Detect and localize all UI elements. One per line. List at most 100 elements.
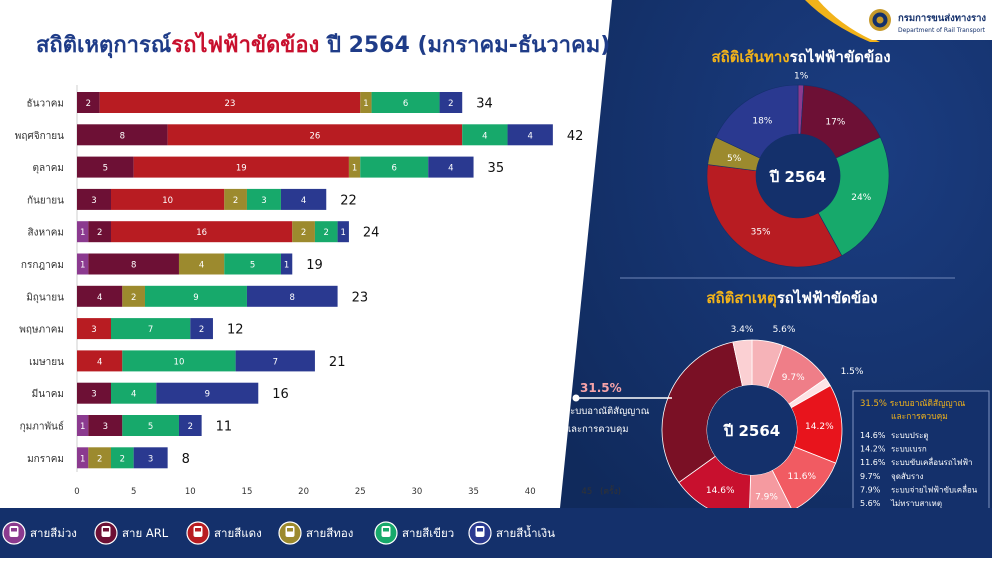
slice-label: 1%	[794, 72, 809, 82]
slice-label: 17%	[825, 117, 845, 127]
segment-value-label: 2	[131, 293, 136, 303]
segment-value-label: 4	[97, 293, 102, 303]
segment-value-label: 2	[324, 228, 329, 238]
bar-segment	[235, 350, 315, 372]
segment-value-label: 5	[148, 422, 153, 432]
bar-segment	[77, 124, 168, 146]
month-label: ตุลาคม	[32, 163, 64, 174]
segment-value-label: 5	[103, 164, 108, 174]
route-chart-title: สถิติเส้นทางรถไฟฟ้าขัดข้อง	[711, 47, 890, 66]
bar-segment	[348, 156, 361, 178]
month-label: เมษายน	[29, 357, 64, 368]
segment-value-label: 6	[403, 99, 408, 109]
segment-value-label: 2	[97, 228, 102, 238]
month-label: กรกฎาคม	[21, 260, 64, 271]
segment-value-label: 2	[233, 196, 238, 206]
slice-label: 1.5%	[841, 367, 864, 377]
bar-segment	[110, 188, 225, 210]
cause-legend-text: ระบบขับเคลื่อนรถไฟฟ้า	[891, 456, 973, 467]
segment-value-label: 4	[448, 164, 453, 174]
slice-label: 18%	[752, 116, 772, 126]
segment-value-label: 1	[80, 454, 85, 464]
segment-value-label: 10	[174, 357, 185, 367]
cause-legend-text: ไม่ทราบสาเหตุ	[890, 499, 942, 508]
month-label: พฤศจิกายน	[15, 131, 64, 142]
segment-value-label: 4	[199, 261, 204, 271]
bar-total-label: 11	[216, 420, 233, 435]
month-label: กุมภาพันธ์	[20, 421, 64, 433]
bar-total-label: 16	[272, 387, 289, 402]
bar-segment	[246, 188, 281, 210]
cause-legend-pct: 9.7%	[860, 472, 881, 481]
bar-segment	[110, 221, 293, 243]
bar-segment	[292, 221, 315, 243]
slice-label: 7.9%	[755, 492, 778, 502]
segment-value-label: 3	[91, 196, 96, 206]
segment-value-label: 2	[120, 454, 125, 464]
segment-value-label: 16	[196, 228, 207, 238]
bar-total-label: 23	[352, 290, 369, 305]
bar-segment	[77, 415, 89, 436]
segment-value-label: 4	[482, 131, 487, 141]
segment-value-label: 8	[120, 131, 125, 141]
bar-segment	[77, 253, 89, 275]
slice-label: 14.2%	[805, 422, 834, 432]
bar-segment	[88, 253, 179, 275]
month-label: มกราคม	[27, 454, 64, 465]
segment-value-label: 6	[392, 164, 397, 174]
bar-segment	[77, 382, 111, 404]
donut-center-label: ปี 2564	[769, 168, 826, 186]
slice-label: 24%	[851, 193, 871, 203]
bar-segment	[280, 188, 327, 210]
segment-value-label: 2	[188, 422, 193, 432]
bar-segment	[156, 382, 259, 404]
train-window-icon	[477, 528, 483, 532]
segment-value-label: 1	[80, 261, 85, 271]
legend-label: สายสีน้ำเงิน	[496, 525, 555, 540]
month-label: ธันวาคม	[27, 99, 64, 110]
cause-legend-title-1: 31.5% ระบบอาณัติสัญญาณ	[860, 399, 965, 409]
segment-value-label: 5	[250, 261, 255, 271]
bar-segment	[77, 285, 123, 307]
cause-legend-text: ระบบจ่ายไฟฟ้าขับเคลื่อน	[891, 483, 978, 494]
segment-value-label: 3	[148, 454, 153, 464]
segment-value-label: 2	[86, 99, 91, 109]
bar-total-label: 12	[227, 323, 244, 338]
bar-segment	[178, 253, 225, 275]
legend-label: สายสีม่วง	[30, 526, 77, 540]
legend-label: สายสีเขียว	[402, 526, 454, 540]
bar-segment	[77, 350, 123, 372]
bar-segment	[110, 447, 134, 469]
bar-segment	[337, 221, 349, 243]
x-tick-label: 45	[581, 487, 592, 497]
bar-segment	[314, 221, 338, 243]
segment-value-label: 4	[131, 390, 136, 400]
bar-segment	[224, 188, 247, 210]
bar-segment	[371, 92, 440, 113]
cause-legend-text: จุดสับราง	[891, 472, 924, 481]
bar-segment	[122, 350, 236, 372]
cause-legend-pct: 5.6%	[860, 499, 881, 508]
bar-segment	[144, 285, 247, 307]
train-window-icon	[103, 528, 109, 532]
segment-value-label: 10	[162, 196, 173, 206]
slice-label: 5%	[727, 154, 742, 164]
segment-value-label: 3	[91, 390, 96, 400]
segment-value-label: 3	[103, 422, 108, 432]
bar-segment	[88, 221, 111, 243]
donut-slice	[817, 136, 890, 257]
train-window-icon	[11, 528, 17, 532]
x-tick-label: 0	[74, 487, 79, 497]
x-axis-unit: (ครั้ง)	[600, 485, 621, 497]
bar-segment	[178, 415, 202, 436]
callout-text-2: และการควบคุม	[565, 424, 629, 435]
month-label: มิถุนายน	[26, 292, 64, 303]
segment-value-label: 1	[352, 164, 357, 174]
segment-value-label: 19	[236, 164, 247, 174]
callout-text-1: ระบบอาณัติสัญญาณ	[565, 406, 650, 417]
bar-segment	[133, 156, 349, 178]
bar-segment	[88, 415, 123, 436]
x-tick-label: 25	[355, 487, 366, 497]
